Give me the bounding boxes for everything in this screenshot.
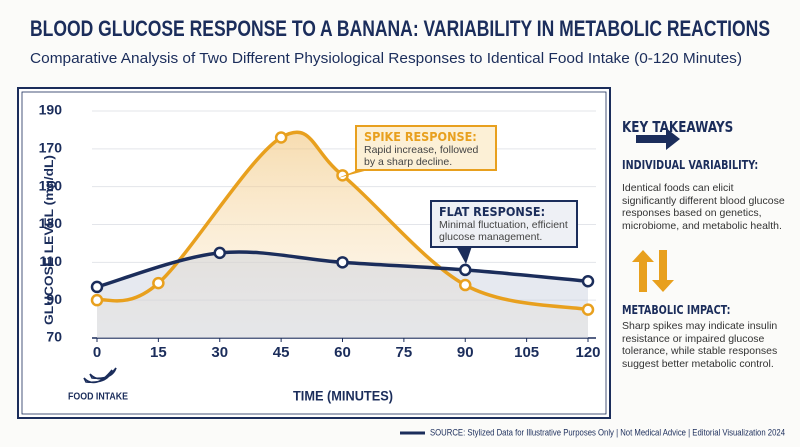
y-tick-label: 90: [46, 291, 62, 307]
x-tick-label: 105: [514, 344, 539, 361]
x-tick-label: 90: [457, 344, 474, 361]
up-down-icon: [632, 250, 674, 292]
source: SOURCE: Stylized Data for Illustrative P…: [430, 427, 785, 437]
x-tick-label: 45: [273, 344, 290, 361]
banana-icon: [83, 367, 117, 384]
callout-title: FLAT RESPONSE:: [439, 204, 546, 219]
x-tick-label: 75: [396, 344, 413, 361]
y-axis-label: GLUCOSE LEVEL (mg/dL): [42, 155, 56, 325]
point: [459, 263, 472, 277]
food-intake-label: FOOD INTAKE: [68, 392, 128, 403]
x-tick-label: 0: [93, 344, 101, 361]
takeaway: INDIVIDUAL VARIABILITY: Identical foods …: [622, 158, 787, 232]
point: [581, 275, 595, 288]
chart-subtitle: Comparative Analysis of Two Different Ph…: [30, 50, 742, 67]
y-tick-label: 170: [39, 140, 63, 156]
x-tick-label: 30: [211, 344, 228, 361]
point: [90, 280, 104, 294]
arrow-icon: [636, 128, 680, 150]
point: [90, 293, 104, 307]
y-tick-label: 110: [39, 253, 62, 269]
x-tick-label: 15: [150, 344, 167, 361]
x-tick-label: 60: [334, 344, 351, 361]
point: [459, 278, 472, 292]
flat-callout: FLAT RESPONSE: Minimal fluctuation, effi…: [430, 200, 578, 248]
callout-text: Rapid increase, followed by a sharp decl…: [364, 144, 479, 168]
x-axis-label: TIME (MINUTES): [293, 388, 393, 404]
takeaway: METABOLIC IMPACT: Sharp spikes may indic…: [622, 303, 787, 370]
point: [336, 256, 349, 269]
point: [274, 131, 288, 144]
callout-pointer: [456, 246, 472, 264]
takeaway-heading: INDIVIDUAL VARIABILITY:: [622, 158, 759, 172]
takeaway-text: Sharp spikes may indicate insulin resist…: [622, 320, 778, 370]
callout-title: SPIKE RESPONSE:: [364, 129, 477, 144]
y-tick-label: 70: [46, 329, 62, 345]
point: [152, 276, 165, 290]
takeaway-heading: METABOLIC IMPACT:: [622, 303, 731, 317]
y-tick-label: 150: [39, 177, 63, 193]
point: [581, 303, 595, 316]
chart-title: BLOOD GLUCOSE RESPONSE TO A BANANA: VARI…: [30, 16, 770, 41]
callout-text: Minimal fluctuation, efficient glucose m…: [439, 219, 568, 243]
x-tick-label: 120: [575, 344, 600, 361]
chart-frame-inner: [21, 91, 607, 415]
sidebar-title: KEY TAKEAWAYS: [622, 118, 734, 136]
y-tick-label: 190: [39, 102, 63, 118]
takeaway-text: Identical foods can elicit significantly…: [622, 182, 785, 232]
point: [213, 246, 226, 260]
callout-pointer: [338, 169, 372, 178]
y-tick-label: 130: [39, 215, 63, 231]
spike-callout: SPIKE RESPONSE: Rapid increase, followed…: [355, 125, 497, 171]
sidebar-title-wrap: KEY TAKEAWAYS: [622, 118, 787, 136]
